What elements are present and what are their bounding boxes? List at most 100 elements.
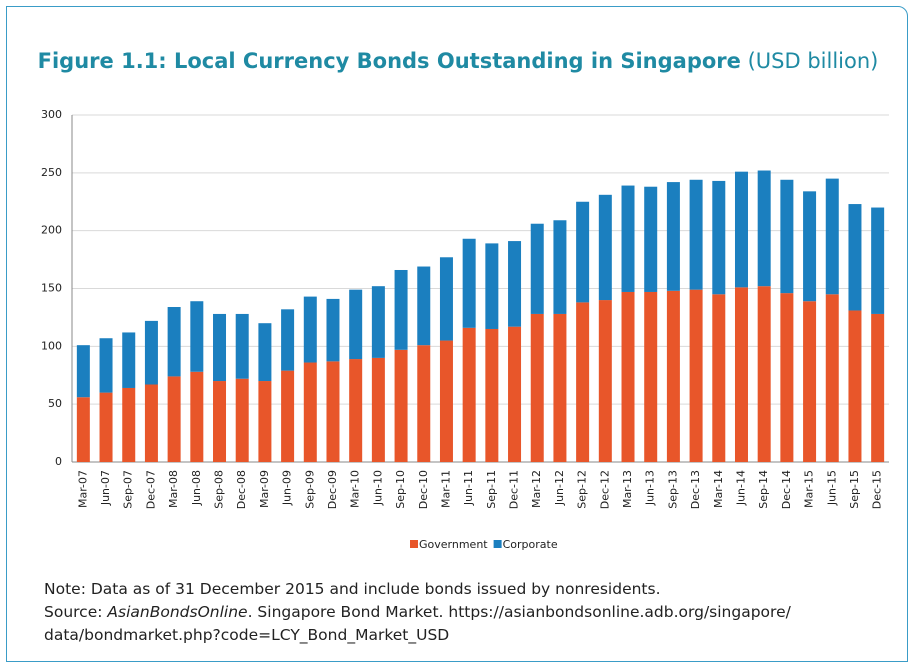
bar-segment <box>598 194 612 301</box>
bar-segment <box>803 191 817 302</box>
bar-segment <box>621 185 635 292</box>
chart-subtitle: (USD billion) <box>748 49 879 73</box>
bar-segment <box>757 170 771 287</box>
source-label: Source: <box>44 603 103 621</box>
x-tick-label: Mar-10 <box>349 470 362 508</box>
bar-segment <box>576 302 590 462</box>
frame <box>6 6 908 662</box>
notes: Note: Data as of 31 December 2015 and in… <box>44 578 791 647</box>
x-tick-label: Jun-08 <box>190 470 203 506</box>
x-tick-label: Mar-12 <box>530 470 543 508</box>
bar-segment <box>417 266 431 346</box>
x-tick-label: Jun-09 <box>281 470 294 506</box>
bar-segment <box>462 238 476 328</box>
x-tick-label: Mar-07 <box>76 470 89 508</box>
y-tick-label: 150 <box>41 282 62 295</box>
bar-segment <box>235 313 249 379</box>
x-tick-label: Mar-09 <box>258 470 271 508</box>
bar-segment <box>99 392 113 462</box>
bar-segment <box>76 345 90 398</box>
x-tick-label: Dec-08 <box>235 470 248 509</box>
bar-segment <box>712 294 726 462</box>
bar-segment <box>734 171 748 288</box>
bar-segment <box>394 269 408 350</box>
bar-segment <box>76 397 90 462</box>
legend-label: Corporate <box>503 538 558 551</box>
y-tick-label: 300 <box>41 108 62 121</box>
y-tick-label: 200 <box>41 224 62 237</box>
bar-segment <box>439 257 453 341</box>
x-tick-label: Mar-08 <box>167 470 180 508</box>
x-tick-label: Mar-15 <box>803 470 816 508</box>
x-tick-label: Sep-09 <box>303 470 316 509</box>
y-tick-label: 250 <box>41 166 62 179</box>
bar-segment <box>530 313 544 462</box>
x-tick-label: Sep-14 <box>757 470 770 509</box>
bar-segment <box>644 186 658 292</box>
bar-segment <box>99 338 113 393</box>
bar-segment <box>848 310 862 462</box>
x-tick-label: Dec-11 <box>508 470 521 509</box>
bar-segment <box>439 340 453 462</box>
x-tick-label: Jun-15 <box>825 470 838 506</box>
x-tick-label: Jun-12 <box>553 470 566 506</box>
bar-segment <box>598 300 612 462</box>
bar-segment <box>462 327 476 462</box>
bar-segment <box>371 357 385 462</box>
x-tick-label: Dec-10 <box>417 470 430 509</box>
legend-swatch <box>493 540 502 548</box>
bar-segment <box>734 287 748 462</box>
bar-segment <box>621 291 635 462</box>
bar-segment <box>689 179 703 290</box>
bar-segment <box>417 345 431 462</box>
source-publisher: AsianBondsOnline <box>107 603 248 621</box>
bar-segment <box>144 320 158 385</box>
x-tick-label: Mar-14 <box>712 470 725 508</box>
x-tick-label: Sep-13 <box>666 470 679 509</box>
x-tick-label: Dec-07 <box>144 470 157 509</box>
x-tick-label: Dec-13 <box>689 470 702 509</box>
bar-segment <box>122 387 136 462</box>
bar-segment <box>825 178 839 295</box>
x-tick-label: Dec-09 <box>326 470 339 509</box>
bar-segment <box>666 182 680 291</box>
bar-segment <box>213 313 227 382</box>
x-tick-label: Dec-12 <box>598 470 611 509</box>
bar-segment <box>508 241 522 327</box>
bar-segment <box>848 204 862 311</box>
bar-segment <box>712 180 726 295</box>
bar-segment <box>281 370 295 462</box>
bar-segment <box>371 286 385 358</box>
bar-segment <box>825 294 839 462</box>
bar-segment <box>757 286 771 462</box>
bar-segment <box>508 326 522 462</box>
x-tick-label: Sep-15 <box>848 470 861 509</box>
bar-segment <box>349 289 363 360</box>
chart-title: Figure 1.1: Local Currency Bonds Outstan… <box>38 49 741 73</box>
bar-segment <box>803 301 817 462</box>
bar-segment <box>281 309 295 371</box>
source-text: . Singapore Bond Market. https://asianbo… <box>247 603 791 621</box>
bar-segment <box>666 290 680 462</box>
bar-segment <box>394 349 408 462</box>
bar-segment <box>871 207 885 314</box>
legend-label: Government <box>419 538 488 551</box>
bar-segment <box>122 332 136 388</box>
bar-segment <box>349 359 363 462</box>
bar-segment <box>871 313 885 462</box>
x-tick-label: Mar-11 <box>439 470 452 508</box>
legend-swatch <box>410 540 418 548</box>
y-tick-label: 100 <box>41 339 62 352</box>
bar-segment <box>553 220 567 314</box>
x-tick-label: Dec-14 <box>780 470 793 509</box>
x-tick-label: Jun-13 <box>644 470 657 506</box>
y-tick-label: 50 <box>48 397 62 410</box>
chart-heading: Figure 1.1: Local Currency Bonds Outstan… <box>38 49 879 73</box>
bar-segment <box>576 201 590 303</box>
x-tick-label: Jun-07 <box>99 470 112 506</box>
bar-segment <box>303 296 317 363</box>
bar-segment <box>326 298 340 362</box>
bar-segment <box>190 371 204 462</box>
bar-segment <box>190 301 204 372</box>
x-tick-label: Jun-11 <box>462 470 475 506</box>
